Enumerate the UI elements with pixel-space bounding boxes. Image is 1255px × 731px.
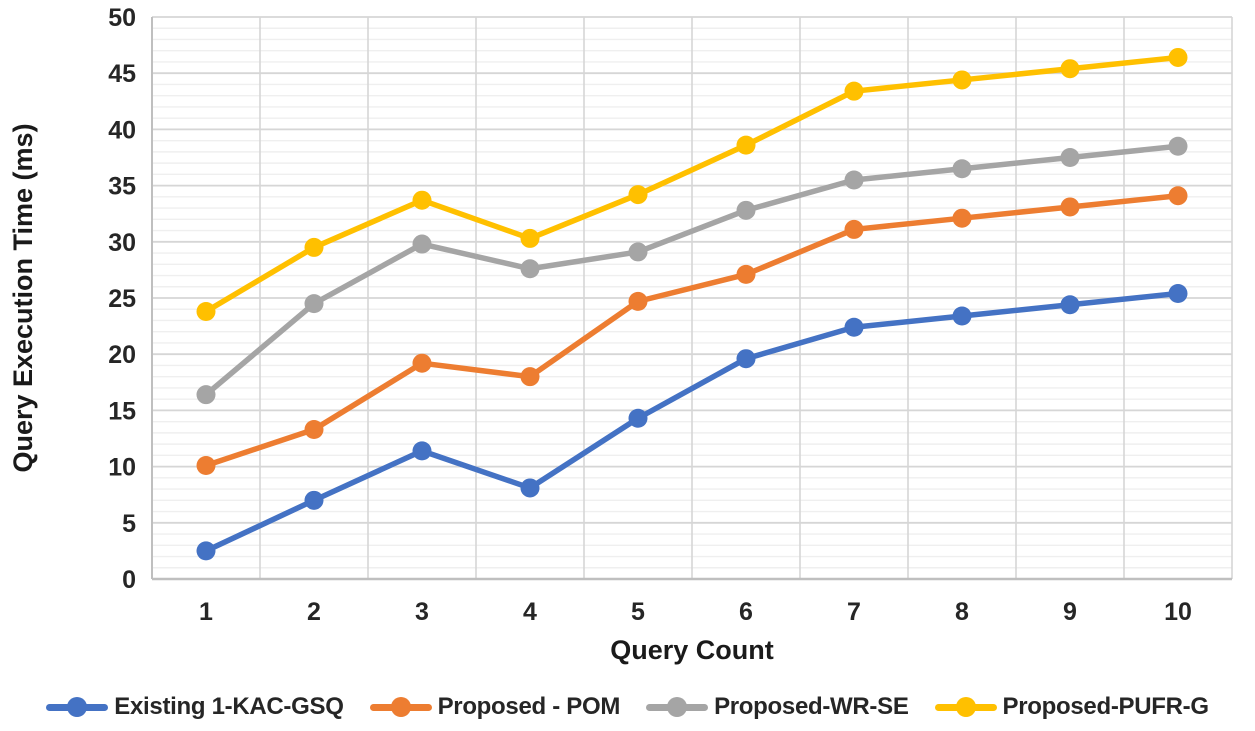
y-tick-label-20: 20 [108, 341, 136, 369]
data-point-proposed-pom-x1 [196, 455, 216, 475]
x-tick-label-4: 4 [523, 598, 537, 626]
data-point-proposed-pom-x10 [1168, 186, 1188, 206]
data-point-proposed-pom-x9 [1060, 197, 1080, 217]
y-tick-label-45: 45 [108, 60, 136, 88]
data-point-existing-1-kac-gsq-x3 [412, 441, 432, 461]
x-tick-label-10: 10 [1164, 598, 1192, 626]
data-point-existing-1-kac-gsq-x5 [628, 408, 648, 428]
data-point-existing-1-kac-gsq-x9 [1060, 295, 1080, 315]
legend-item-proposed-pom: Proposed - POM [369, 693, 621, 721]
data-point-existing-1-kac-gsq-x8 [952, 306, 972, 326]
legend-label-proposed-pom: Proposed - POM [437, 693, 621, 720]
data-point-proposed-pufr-g-x8 [952, 70, 972, 90]
data-point-proposed-wr-se-x3 [412, 234, 432, 254]
data-point-proposed-wr-se-x1 [196, 385, 216, 405]
y-tick-label-30: 30 [108, 229, 136, 257]
data-point-existing-1-kac-gsq-x6 [736, 349, 756, 369]
series-line-proposed-pom [203, 192, 1181, 469]
legend-label-existing-1-kac-gsq: Existing 1-KAC-GSQ [114, 693, 344, 720]
legend-item-proposed-wr-se: Proposed-WR-SE [646, 693, 909, 721]
data-point-proposed-pom-x6 [736, 264, 756, 284]
data-point-proposed-wr-se-x6 [736, 200, 756, 220]
y-tick-label-0: 0 [122, 566, 136, 594]
series-line-proposed-wr-se [203, 143, 1181, 398]
legend-marker-icon-proposed-wr-se [646, 696, 709, 718]
y-tick-label-35: 35 [108, 173, 136, 201]
data-point-proposed-wr-se-x7 [844, 170, 864, 190]
y-tick-label-50: 50 [108, 4, 136, 32]
data-point-proposed-pufr-g-x3 [412, 190, 432, 210]
data-point-proposed-pom-x2 [304, 420, 324, 440]
legend-marker-icon-proposed-pufr-g [934, 696, 997, 718]
x-tick-label-6: 6 [739, 598, 753, 626]
legend-item-proposed-pufr-g: Proposed-PUFR-G [934, 693, 1209, 721]
x-tick-label-1: 1 [199, 598, 213, 626]
data-point-existing-1-kac-gsq-x4 [520, 478, 540, 498]
y-tick-label-10: 10 [108, 454, 136, 482]
y-tick-label-15: 15 [108, 397, 136, 425]
data-point-proposed-wr-se-x5 [628, 242, 648, 262]
data-point-proposed-wr-se-x4 [520, 259, 540, 279]
x-tick-label-7: 7 [847, 598, 861, 626]
data-point-existing-1-kac-gsq-x2 [304, 490, 324, 510]
y-tick-label-5: 5 [122, 510, 136, 538]
y-tick-label-25: 25 [108, 285, 136, 313]
data-point-proposed-pufr-g-x7 [844, 81, 864, 101]
data-point-existing-1-kac-gsq-x10 [1168, 284, 1188, 304]
legend-item-existing-1-kac-gsq: Existing 1-KAC-GSQ [46, 693, 344, 721]
chart-legend: Existing 1-KAC-GSQ Proposed - POM Proposed… [0, 686, 1255, 728]
data-point-existing-1-kac-gsq-x7 [844, 317, 864, 337]
data-point-proposed-wr-se-x10 [1168, 136, 1188, 156]
data-point-proposed-pufr-g-x1 [196, 301, 216, 321]
series-line-proposed-pufr-g [203, 54, 1181, 315]
data-point-proposed-pufr-g-x5 [628, 185, 648, 205]
data-point-proposed-pom-x4 [520, 367, 540, 387]
x-tick-label-8: 8 [955, 598, 969, 626]
series-line-existing-1-kac-gsq [203, 290, 1181, 554]
data-point-proposed-pom-x3 [412, 353, 432, 373]
data-point-proposed-pufr-g-x10 [1168, 47, 1188, 67]
legend-label-proposed-wr-se: Proposed-WR-SE [714, 693, 909, 720]
data-point-proposed-wr-se-x9 [1060, 148, 1080, 167]
x-tick-label-5: 5 [631, 598, 645, 626]
legend-marker-icon-existing-1-kac-gsq [46, 696, 109, 718]
data-point-proposed-wr-se-x8 [952, 159, 972, 179]
data-point-proposed-pufr-g-x2 [304, 237, 324, 257]
data-point-proposed-pom-x7 [844, 219, 864, 239]
data-point-proposed-wr-se-x2 [304, 294, 324, 314]
data-point-proposed-pom-x5 [628, 291, 648, 311]
y-tick-label-40: 40 [108, 116, 136, 144]
x-axis-title: Query Count [610, 635, 774, 665]
legend-label-proposed-pufr-g: Proposed-PUFR-G [1002, 693, 1209, 720]
y-axis-title: Query Execution Time (ms) [8, 123, 38, 472]
x-tick-label-3: 3 [415, 598, 429, 626]
legend-marker-icon-proposed-pom [369, 696, 432, 718]
data-point-proposed-pufr-g-x6 [736, 135, 756, 155]
data-point-proposed-pom-x8 [952, 208, 972, 228]
x-tick-label-9: 9 [1063, 598, 1077, 626]
data-point-existing-1-kac-gsq-x1 [196, 541, 216, 561]
data-point-proposed-pufr-g-x9 [1060, 59, 1080, 79]
data-point-proposed-pufr-g-x4 [520, 228, 540, 248]
x-tick-label-2: 2 [307, 598, 321, 626]
